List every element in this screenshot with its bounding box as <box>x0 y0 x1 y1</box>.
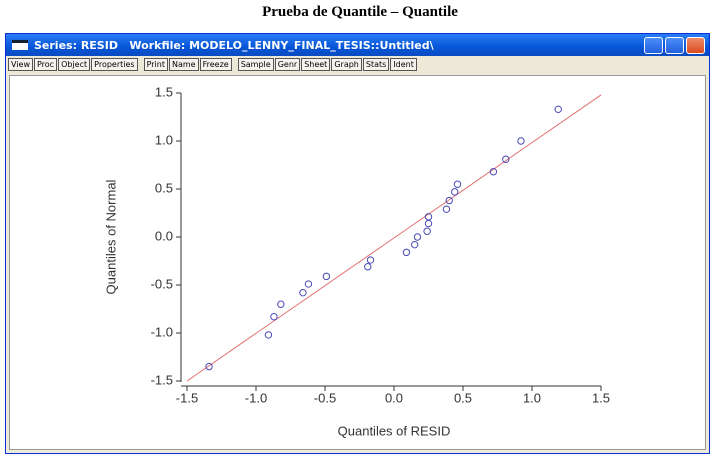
point <box>402 248 411 257</box>
toolbar-button[interactable]: Freeze <box>199 58 232 71</box>
window-title: Series: RESID Workfile: MODELO_LENNY_FIN… <box>34 38 434 52</box>
point <box>451 188 459 196</box>
point <box>445 196 453 205</box>
x-tick-label: 0.5 <box>454 390 472 405</box>
x-axis-label: Quantiles of RESID <box>338 423 451 438</box>
graph-area <box>9 75 706 450</box>
title-bar: Series: RESID Workfile: MODELO_LENNY_FIN… <box>6 34 709 56</box>
toolbar-group: Print Name Freeze <box>143 58 233 71</box>
point <box>424 213 433 221</box>
x-tick-label: 1.5 <box>592 390 610 405</box>
y-tick-label: 0.5 <box>155 180 173 195</box>
point <box>453 180 462 188</box>
point <box>489 168 498 176</box>
toolbar-group: View Proc Object Properties <box>8 58 139 71</box>
minimize-button[interactable] <box>644 37 663 54</box>
point <box>517 137 525 145</box>
y-tick-label: -1.5 <box>151 372 173 387</box>
point <box>411 240 419 249</box>
x-tick-label: -1.0 <box>245 390 267 405</box>
point <box>364 263 372 271</box>
point <box>424 219 433 228</box>
toolbar-button[interactable]: Sample <box>237 58 274 71</box>
toolbar: View Proc Object Properties Print Name Freeze S… <box>6 56 709 73</box>
toolbar-button[interactable]: Proc <box>33 58 58 71</box>
close-button[interactable] <box>686 37 705 54</box>
point <box>502 155 510 163</box>
point <box>366 256 375 264</box>
point <box>264 331 273 339</box>
toolbar-button[interactable]: Sheet <box>301 58 331 71</box>
y-tick-label: 1.0 <box>155 132 173 147</box>
point <box>304 280 313 288</box>
y-tick-label: -0.5 <box>151 276 173 291</box>
toolbar-button[interactable]: Print <box>143 58 168 71</box>
point <box>413 233 422 241</box>
point <box>442 205 451 213</box>
point <box>299 288 307 297</box>
point <box>554 105 562 114</box>
toolbar-button[interactable]: Stats <box>362 58 390 71</box>
window: Series: RESID Workfile: MODELO_LENNY_FIN… <box>5 33 710 454</box>
window-icon <box>12 40 28 50</box>
maximize-button[interactable] <box>665 37 684 54</box>
x-tick-label: -0.5 <box>314 390 336 405</box>
y-tick-label: 1.5 <box>155 84 173 99</box>
caption: Prueba de Quantile – Quantile <box>262 4 458 20</box>
toolbar-button[interactable]: Object <box>58 58 91 71</box>
reference-line <box>186 94 602 382</box>
toolbar-button[interactable]: Name <box>168 58 199 71</box>
y-tick-label: 0.0 <box>155 228 173 243</box>
point <box>205 362 213 371</box>
toolbar-button[interactable]: Properties <box>91 58 138 71</box>
point <box>322 272 331 281</box>
x-tick-label: -1.5 <box>176 390 198 405</box>
y-axis-label: Quantiles of Normal <box>103 179 118 294</box>
y-tick-label: -1.0 <box>151 324 173 339</box>
toolbar-button[interactable]: Graph <box>331 58 362 71</box>
toolbar-group: Sample Genr Sheet Graph Stats Ident <box>237 58 418 71</box>
toolbar-button[interactable]: View <box>8 58 33 71</box>
toolbar-button[interactable]: Genr <box>274 58 301 71</box>
point <box>277 300 285 308</box>
point <box>423 227 431 235</box>
x-tick-label: 1.0 <box>523 390 541 405</box>
point <box>270 312 278 321</box>
toolbar-button[interactable]: Ident <box>390 58 417 71</box>
x-tick-label: 0.0 <box>385 390 403 405</box>
